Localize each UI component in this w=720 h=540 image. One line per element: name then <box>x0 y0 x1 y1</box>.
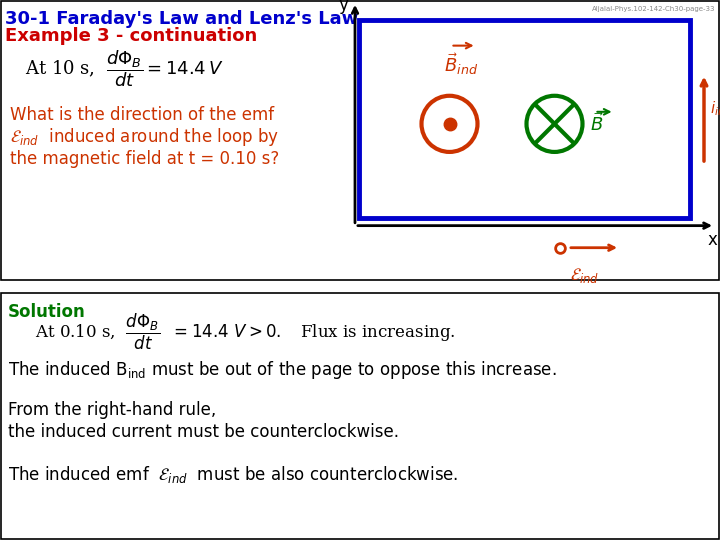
Text: 30-1 Faraday's Law and Lenz's Law: 30-1 Faraday's Law and Lenz's Law <box>5 10 359 28</box>
Text: the induced current must be counterclockwise.: the induced current must be counterclock… <box>8 423 399 441</box>
Text: x: x <box>707 231 717 249</box>
Text: The induced $\mathrm{B_{ind}}$ must be out of the page to oppose this increase.: The induced $\mathrm{B_{ind}}$ must be o… <box>8 359 557 381</box>
Text: From the right-hand rule,: From the right-hand rule, <box>8 401 216 419</box>
Text: $\vec{B}$: $\vec{B}$ <box>590 112 605 136</box>
Text: $i_{ind}$: $i_{ind}$ <box>710 99 720 118</box>
Text: the magnetic field at t = 0.10 s?: the magnetic field at t = 0.10 s? <box>10 151 279 168</box>
Text: At 10 s,  $\dfrac{d\Phi_B}{dt} = 14.4\, V$: At 10 s, $\dfrac{d\Phi_B}{dt} = 14.4\, V… <box>25 48 224 89</box>
Text: $\mathcal{E}_{ind}$  induced around the loop by: $\mathcal{E}_{ind}$ induced around the l… <box>10 126 279 149</box>
Text: $\mathcal{E}_{ind}$: $\mathcal{E}_{ind}$ <box>570 266 600 285</box>
Text: What is the direction of the emf: What is the direction of the emf <box>10 106 274 124</box>
Text: $\vec{B}_{ind}$: $\vec{B}_{ind}$ <box>444 51 479 77</box>
Text: Aljalal-Phys.102-142-Ch30-page-33: Aljalal-Phys.102-142-Ch30-page-33 <box>592 6 715 12</box>
Text: Solution: Solution <box>8 302 86 321</box>
Text: y: y <box>338 0 348 14</box>
Text: The induced emf  $\mathcal{E}_{ind}$  must be also counterclockwise.: The induced emf $\mathcal{E}_{ind}$ must… <box>8 464 459 485</box>
Text: At 0.10 s,  $\dfrac{d\Phi_B}{dt}$  $= 14.4\ V > 0.$   Flux is increasing.: At 0.10 s, $\dfrac{d\Phi_B}{dt}$ $= 14.4… <box>35 312 456 352</box>
Text: Example 3 - continuation: Example 3 - continuation <box>5 27 257 45</box>
